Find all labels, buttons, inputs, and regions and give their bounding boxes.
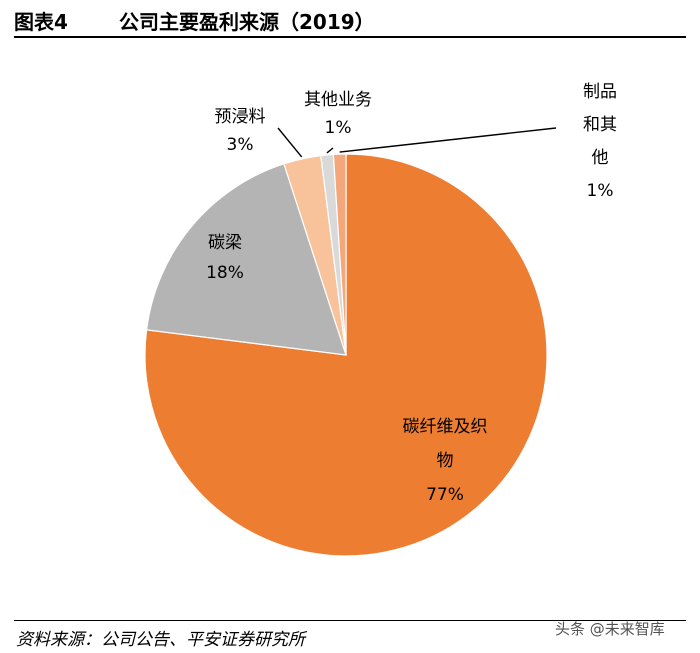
figure-header: 图表4 公司主要盈利来源（2019） — [14, 4, 686, 34]
slice-label: 物 — [437, 451, 454, 471]
slice-value-label: 1% — [587, 181, 614, 201]
pie-slice — [332, 153, 347, 356]
slice-label: 制品 — [583, 82, 617, 102]
leader-line — [339, 127, 557, 153]
slice-value-label: 3% — [227, 135, 254, 155]
leader-line — [326, 147, 334, 154]
slice-label: 其他业务 — [304, 90, 372, 110]
slice-value-label: 77% — [426, 485, 464, 505]
watermark: 头条 @未来智库 — [555, 620, 665, 638]
pie-slice — [145, 163, 347, 356]
slice-value-label: 1% — [325, 118, 352, 138]
slice-value-label: 18% — [206, 263, 244, 283]
figure-label: 图表4 — [14, 10, 68, 34]
slice-label: 碳纤维及织 — [403, 417, 488, 437]
slice-label: 预浸料 — [215, 107, 266, 127]
source-note: 资料来源：公司公告、平安证券研究所 — [16, 630, 305, 650]
slice-label: 他 — [592, 148, 609, 168]
chart-title: 公司主要盈利来源（2019） — [119, 10, 375, 34]
slice-label: 碳梁 — [208, 233, 242, 253]
leader-line — [277, 127, 303, 158]
top-rule — [14, 36, 686, 38]
bottom-rule — [14, 620, 686, 621]
slice-label: 和其 — [583, 115, 617, 135]
